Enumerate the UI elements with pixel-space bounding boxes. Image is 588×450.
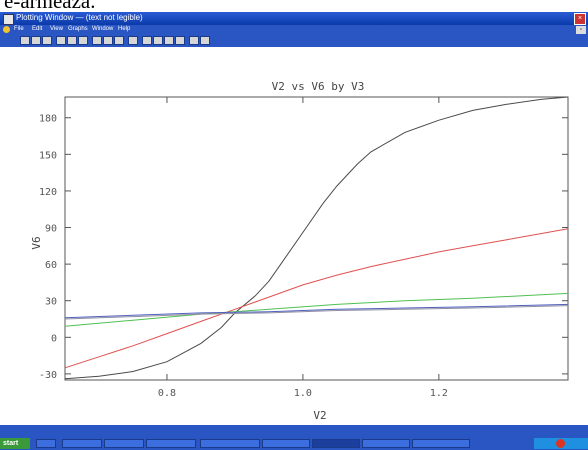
new-icon[interactable] <box>20 36 30 45</box>
help-icon[interactable] <box>200 36 210 45</box>
menu-item-graphs[interactable]: Graphs <box>68 26 88 32</box>
menu-item-help[interactable]: Help <box>118 26 131 32</box>
menu-item-file[interactable]: File <box>14 26 24 32</box>
restore-icon[interactable]: ▫ <box>576 26 586 34</box>
paste-icon[interactable] <box>92 36 102 45</box>
series-line-5 <box>64 305 569 320</box>
status-bar <box>0 425 588 437</box>
cut-icon[interactable] <box>67 36 77 45</box>
menu-item-edit[interactable]: Edit <box>32 26 43 32</box>
text-icon[interactable] <box>153 36 163 45</box>
menu-item-view[interactable]: View <box>50 26 63 32</box>
taskbar-item-4[interactable] <box>200 439 260 448</box>
y-tick-label: 120 <box>39 187 57 198</box>
line-icon[interactable] <box>142 36 152 45</box>
taskbar-item-7[interactable] <box>362 439 410 448</box>
y-tick-label: 30 <box>45 297 57 308</box>
system-tray <box>534 438 588 449</box>
zoom-icon[interactable] <box>103 36 113 45</box>
legend-icon[interactable] <box>164 36 174 45</box>
plot-frame <box>64 96 569 381</box>
taskbar-item-1[interactable] <box>62 439 102 448</box>
window-titlebar[interactable]: Plotting Window — (text not legible) × <box>0 12 588 25</box>
page-caption: e-armează. <box>0 0 588 12</box>
y-tick-label: 180 <box>39 114 57 125</box>
close-icon[interactable]: × <box>574 13 586 25</box>
app-menu-icon[interactable] <box>3 26 10 33</box>
y-tick-label: 0 <box>51 333 57 344</box>
taskbar-quicklaunch[interactable] <box>36 439 56 448</box>
y-tick-label: 60 <box>45 260 57 271</box>
print-icon[interactable] <box>56 36 66 45</box>
axis-icon[interactable] <box>175 36 185 45</box>
chart-title: V2 vs V6 by V3 <box>272 80 365 93</box>
toolbar <box>0 35 588 47</box>
taskbar-item-2[interactable] <box>104 439 144 448</box>
open-icon[interactable] <box>31 36 41 45</box>
tray-alert-icon[interactable] <box>556 439 565 448</box>
caption-text: e-armează. <box>4 0 96 12</box>
y-axis-label: V6 <box>30 236 43 249</box>
y-tick-label: 90 <box>45 224 57 235</box>
chart-options-icon[interactable] <box>189 36 199 45</box>
x-axis-label: V2 <box>313 409 326 422</box>
taskbar-item-5[interactable] <box>262 439 310 448</box>
series-line-4 <box>64 303 569 319</box>
taskbar: start <box>0 437 588 450</box>
y-tick-label: 150 <box>39 150 57 161</box>
app-icon <box>3 14 14 25</box>
menu-bar: File Edit View Graphs Window Help ▫ <box>0 25 588 35</box>
y-tick-label: -30 <box>39 370 57 381</box>
select-icon[interactable] <box>128 36 138 45</box>
copy-icon[interactable] <box>78 36 88 45</box>
series-line-1 <box>64 96 569 380</box>
save-icon[interactable] <box>42 36 52 45</box>
x-tick-label: 1.2 <box>430 388 448 399</box>
window-title: Plotting Window — (text not legible) <box>16 13 143 22</box>
taskbar-item-3[interactable] <box>146 439 196 448</box>
plot-area: V2 vs V6 by V3 -30 0 30 60 90 120 150 180 0.8 1.0… <box>0 47 588 425</box>
start-button[interactable]: start <box>0 438 30 449</box>
series-line-2 <box>64 228 569 369</box>
taskbar-item-8[interactable] <box>412 439 470 448</box>
series-line-3 <box>64 292 569 327</box>
x-tick-label: 1.0 <box>294 388 312 399</box>
taskbar-item-6[interactable] <box>312 439 360 448</box>
x-tick-label: 0.8 <box>158 388 176 399</box>
chart-svg: V2 vs V6 by V3 -30 0 30 60 90 120 150 180 0.8 1.0… <box>30 80 569 422</box>
grid-icon[interactable] <box>114 36 124 45</box>
menu-item-window[interactable]: Window <box>92 26 114 32</box>
